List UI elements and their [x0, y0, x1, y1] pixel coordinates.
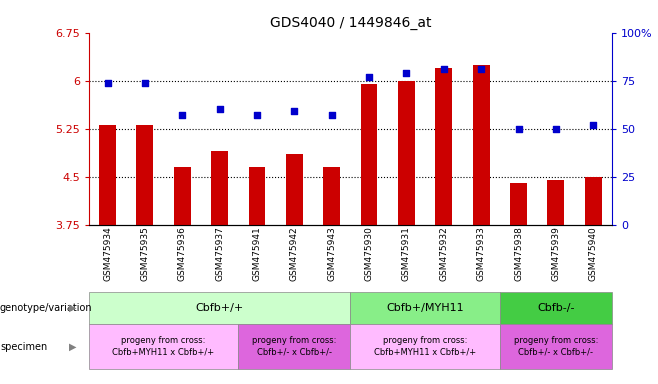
Bar	[323, 167, 340, 225]
Bar	[136, 126, 153, 225]
Text: ▶: ▶	[68, 341, 76, 352]
Point	[476, 66, 486, 72]
Text: specimen: specimen	[0, 341, 47, 352]
Point	[513, 126, 524, 132]
Title: GDS4040 / 1449846_at: GDS4040 / 1449846_at	[270, 16, 431, 30]
Point	[215, 106, 225, 113]
Text: ▶: ▶	[68, 303, 76, 313]
Text: genotype/variation: genotype/variation	[0, 303, 93, 313]
Text: progeny from cross:
Cbfb+/- x Cbfb+/-: progeny from cross: Cbfb+/- x Cbfb+/-	[252, 336, 336, 357]
Bar	[361, 84, 378, 225]
Text: Cbfb-/-: Cbfb-/-	[537, 303, 574, 313]
Point	[177, 112, 188, 118]
Point	[139, 79, 150, 86]
Bar	[398, 81, 415, 225]
Bar	[249, 167, 265, 225]
Text: Cbfb+/MYH11: Cbfb+/MYH11	[386, 303, 464, 313]
Point	[289, 108, 299, 114]
Text: progeny from cross:
Cbfb+/- x Cbfb+/-: progeny from cross: Cbfb+/- x Cbfb+/-	[514, 336, 598, 357]
Bar	[510, 183, 527, 225]
Bar	[99, 126, 116, 225]
Text: Cbfb+/+: Cbfb+/+	[195, 303, 243, 313]
Text: progeny from cross:
Cbfb+MYH11 x Cbfb+/+: progeny from cross: Cbfb+MYH11 x Cbfb+/+	[374, 336, 476, 357]
Point	[364, 74, 374, 80]
Bar	[436, 68, 452, 225]
Point	[252, 112, 263, 118]
Point	[588, 122, 599, 128]
Point	[551, 126, 561, 132]
Text: progeny from cross:
Cbfb+MYH11 x Cbfb+/+: progeny from cross: Cbfb+MYH11 x Cbfb+/+	[113, 336, 215, 357]
Point	[401, 70, 412, 76]
Bar	[547, 180, 565, 225]
Point	[102, 79, 113, 86]
Bar	[585, 177, 601, 225]
Bar	[211, 151, 228, 225]
Point	[438, 66, 449, 72]
Point	[326, 112, 337, 118]
Bar	[472, 65, 490, 225]
Bar	[286, 154, 303, 225]
Bar	[174, 167, 191, 225]
